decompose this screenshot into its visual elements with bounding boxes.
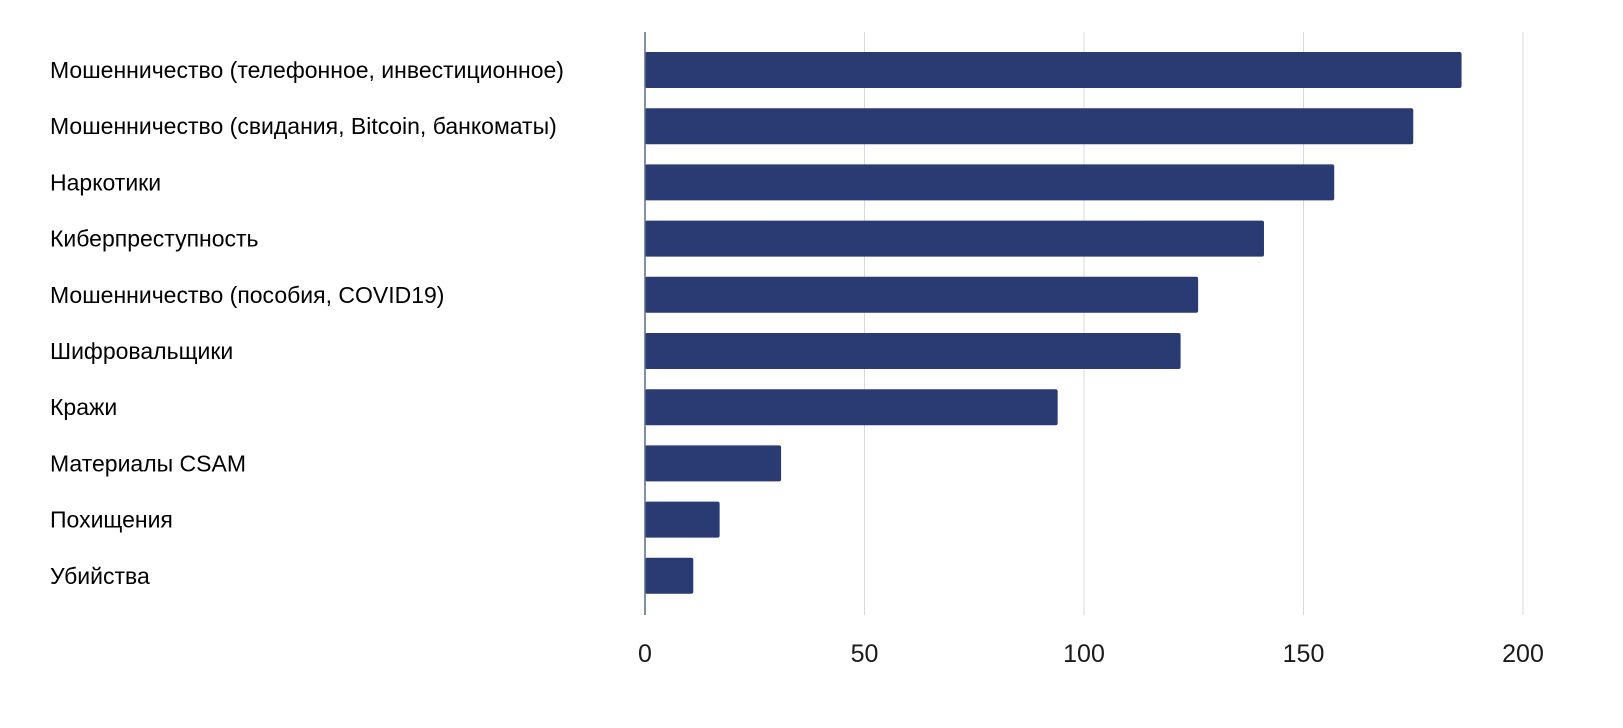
- x-tick-label-0: 0: [638, 640, 652, 668]
- x-tick-label-4: 200: [1502, 640, 1544, 668]
- category-label-7: Материалы CSAM: [50, 450, 246, 476]
- category-label-9: Убийства: [50, 563, 150, 589]
- category-label-5: Шифровальщики: [50, 338, 233, 364]
- bar-4: [645, 276, 1199, 313]
- bar-3: [645, 220, 1264, 257]
- x-tick-label-3: 150: [1283, 640, 1325, 668]
- x-tick-label-2: 100: [1063, 640, 1105, 668]
- category-label-3: Киберпреступность: [50, 226, 259, 252]
- bar-1: [645, 108, 1414, 145]
- x-tick-label-1: 50: [851, 640, 879, 668]
- category-label-8: Похищения: [50, 507, 173, 533]
- bar-8: [645, 501, 720, 538]
- category-label-2: Наркотики: [50, 169, 161, 195]
- category-label-1: Мошенничество (свидания, Bitcoin, банком…: [50, 113, 557, 139]
- bar-5: [645, 333, 1181, 369]
- bar-0: [645, 52, 1462, 88]
- category-label-4: Мошенничество (пособия, COVID19): [50, 282, 444, 308]
- category-label-6: Кражи: [50, 394, 117, 420]
- bar-9: [645, 557, 694, 594]
- category-label-0: Мошенничество (телефонное, инвестиционно…: [50, 57, 564, 83]
- bar-6: [645, 389, 1058, 426]
- category-label-layer: Мошенничество (телефонное, инвестиционно…: [50, 57, 564, 589]
- bar-layer: [645, 52, 1462, 594]
- bar-2: [645, 164, 1335, 201]
- bar-7: [645, 445, 782, 482]
- tick-label-layer: 0 50 100 150 200: [638, 640, 1544, 668]
